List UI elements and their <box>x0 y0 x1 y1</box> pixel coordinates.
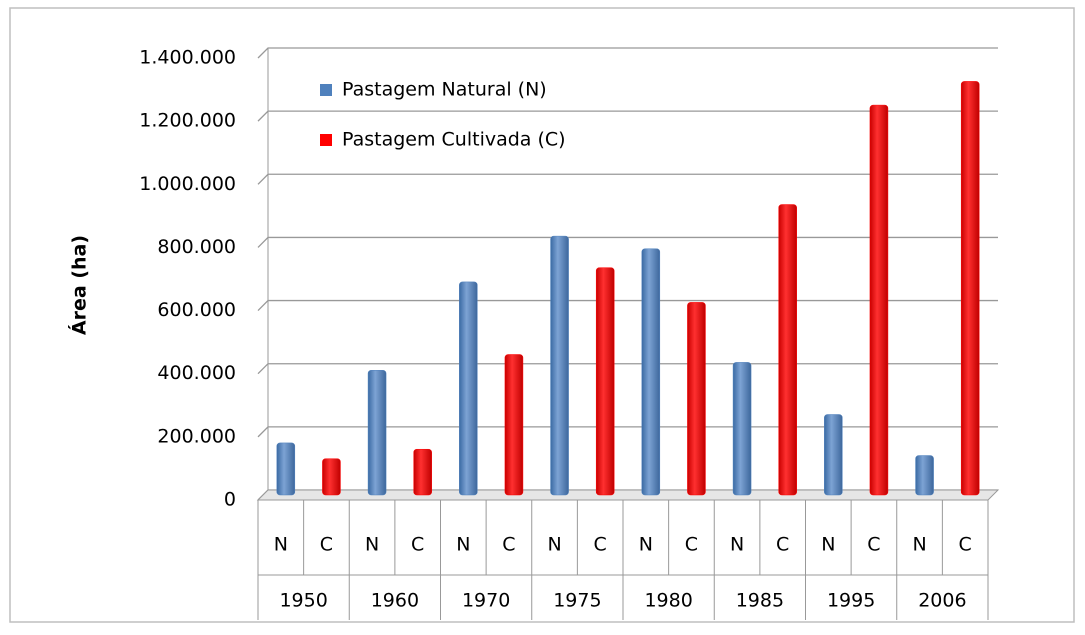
bar <box>641 248 661 496</box>
legend-label: Pastagem Cultivada (C) <box>342 129 566 151</box>
bar <box>778 204 797 496</box>
bar <box>960 81 980 496</box>
y-tick-label: 800.000 <box>157 236 236 258</box>
grid-line <box>257 236 998 248</box>
x-subcategory-label: N <box>456 534 470 556</box>
y-tick-label: 1.400.000 <box>139 47 236 69</box>
x-category-label: 1960 <box>371 590 419 612</box>
bar <box>276 442 296 496</box>
x-subcategory-label: N <box>821 534 835 556</box>
y-tick-label: 1.200.000 <box>139 110 236 132</box>
x-category-label: 1975 <box>553 590 601 612</box>
grid-line <box>257 47 998 59</box>
x-subcategory-label: C <box>685 534 698 556</box>
x-subcategory-label: C <box>320 534 333 556</box>
x-subcategory-label: N <box>639 534 653 556</box>
bar <box>824 414 843 496</box>
x-subcategory-label: N <box>912 534 926 556</box>
bar <box>732 362 752 496</box>
x-subcategory-label: C <box>594 534 607 556</box>
bar <box>367 370 387 496</box>
bar <box>687 302 706 496</box>
grid-line <box>257 426 998 438</box>
legend-label: Pastagem Natural (N) <box>342 79 547 101</box>
y-tick-label: 0 <box>224 489 236 511</box>
y-tick-label: 400.000 <box>157 362 236 384</box>
x-subcategory-label: N <box>274 534 288 556</box>
x-category-label: 1985 <box>736 590 784 612</box>
grid-line <box>257 173 998 185</box>
grid-line <box>257 363 998 375</box>
bar <box>869 104 889 496</box>
x-category-label: 1970 <box>462 590 510 612</box>
x-category-label: 1995 <box>827 590 875 612</box>
bar <box>915 455 934 496</box>
bar <box>550 235 569 496</box>
bar <box>595 267 615 496</box>
x-subcategory-label: C <box>411 534 424 556</box>
grid-line <box>257 299 998 312</box>
x-category-label: 2006 <box>918 590 966 612</box>
bar <box>413 448 432 496</box>
grid-line <box>257 110 998 122</box>
bar <box>322 458 341 496</box>
x-subcategory-label: N <box>730 534 744 556</box>
x-category-label: 1950 <box>279 590 327 612</box>
y-tick-label: 200.000 <box>157 425 236 447</box>
x-subcategory-label: C <box>776 534 789 556</box>
y-tick-label: 1.000.000 <box>139 173 236 195</box>
x-category-label: 1980 <box>644 590 692 612</box>
x-subcategory-label: N <box>547 534 561 556</box>
legend-swatch <box>320 134 332 146</box>
bar <box>504 354 524 496</box>
bar <box>459 281 478 496</box>
legend-swatch <box>320 84 332 96</box>
floor <box>256 489 1000 501</box>
x-subcategory-label: C <box>502 534 515 556</box>
x-subcategory-label: C <box>959 534 972 556</box>
x-subcategory-label: N <box>365 534 379 556</box>
y-tick-label: 600.000 <box>157 299 236 321</box>
x-subcategory-label: C <box>867 534 880 556</box>
y-axis-title: Área (ha) <box>68 235 91 335</box>
